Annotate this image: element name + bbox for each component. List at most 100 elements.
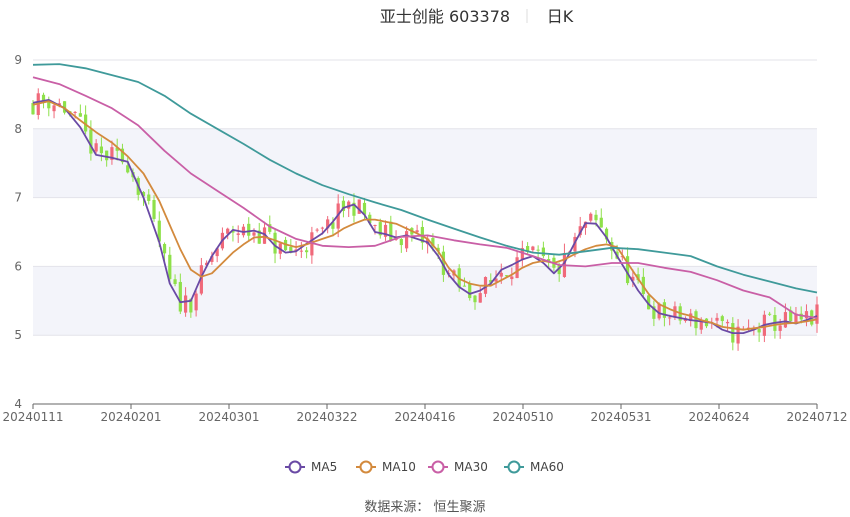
candle-body [178, 281, 182, 312]
grid-lines [33, 59, 817, 405]
candle-body [210, 256, 214, 262]
grid-bands [33, 128, 817, 336]
candle [231, 225, 235, 242]
candle [173, 274, 177, 287]
candle-body [668, 317, 672, 319]
candle-body [252, 232, 256, 236]
candle-body [199, 265, 203, 294]
candle-body [189, 298, 193, 313]
x-tick-label: 20240301 [198, 410, 259, 424]
candle [662, 299, 667, 327]
candle-body [268, 224, 272, 232]
candle [657, 302, 661, 321]
candle [541, 241, 545, 259]
candle [305, 246, 309, 259]
candle-body [499, 272, 503, 277]
candle [357, 199, 361, 214]
candle-body [84, 114, 88, 132]
candle-body [52, 105, 56, 112]
candle [599, 208, 603, 228]
candle [736, 319, 740, 351]
candle-body [536, 249, 540, 251]
candle-body [657, 303, 661, 319]
candle-body [226, 228, 230, 234]
candle-body [89, 129, 93, 154]
candle [757, 322, 761, 342]
candle [210, 251, 214, 265]
candle-body [183, 295, 188, 313]
candle-body [352, 202, 356, 216]
candle-body [647, 295, 651, 310]
candle-body [715, 317, 719, 321]
candle-body [236, 233, 240, 235]
y-tick-label: 9 [14, 53, 22, 67]
y-tick-label: 6 [14, 259, 22, 273]
candle-body [141, 191, 146, 197]
candle-body [636, 274, 640, 281]
candle [226, 227, 230, 240]
candle-body [157, 220, 161, 242]
candle [194, 290, 198, 317]
candle [105, 150, 109, 167]
legend-label: MA30 [454, 460, 488, 474]
candle-body [399, 239, 403, 246]
candle [789, 306, 793, 322]
candle-body [389, 221, 393, 241]
legend-marker [288, 460, 302, 474]
x-tick-label: 20240111 [2, 410, 63, 424]
candle-body [378, 222, 382, 236]
candle-body [468, 282, 472, 299]
candle-body [241, 226, 246, 236]
y-tick-label: 7 [14, 191, 22, 205]
candle-body [41, 94, 46, 102]
candle [352, 193, 356, 223]
candle-body [78, 113, 82, 117]
legend-item-ma5[interactable]: MA5 [285, 460, 337, 474]
candle-body [725, 321, 730, 324]
legend-item-ma30[interactable]: MA30 [428, 460, 488, 474]
candle [410, 226, 414, 242]
candle [241, 223, 246, 238]
candle-body [694, 311, 698, 329]
ma-line-ma10 [32, 100, 818, 331]
candle-body [262, 227, 267, 244]
candle [589, 212, 593, 223]
legend-marker [431, 460, 445, 474]
legend-item-ma60[interactable]: MA60 [504, 460, 564, 474]
legend[interactable]: MA5 MA10 MA30 MA60 [285, 460, 564, 474]
candle [236, 225, 240, 243]
candle [383, 220, 388, 241]
candle-body [515, 257, 519, 279]
candle [268, 215, 272, 235]
candle-body [173, 279, 177, 285]
candle-body [215, 248, 219, 257]
candle-body [305, 250, 309, 253]
candle [99, 137, 104, 162]
x-tick-label: 20240624 [688, 410, 749, 424]
candle-body [373, 225, 377, 227]
x-tick-label: 20240201 [100, 410, 161, 424]
candle [725, 319, 730, 332]
x-tick-label: 20240712 [786, 410, 847, 424]
candle-body [362, 202, 367, 215]
candle-body [526, 246, 530, 252]
candle-body [205, 262, 209, 266]
candle-body [604, 228, 609, 240]
candle-body [720, 316, 724, 322]
candle [84, 105, 88, 135]
candle-body [168, 254, 172, 280]
candle-body [347, 201, 351, 209]
candle [604, 227, 609, 244]
candle-body [473, 295, 477, 303]
candle [341, 196, 346, 218]
candle-body [94, 143, 98, 152]
candle-body [47, 102, 51, 109]
candle [768, 311, 772, 316]
grid-band [33, 266, 817, 336]
y-tick-label: 8 [14, 122, 22, 136]
candle [247, 217, 251, 242]
legend-item-ma10[interactable]: MA10 [356, 460, 416, 474]
candle-body [247, 223, 251, 236]
candle-body [757, 329, 761, 333]
candle [299, 241, 303, 258]
